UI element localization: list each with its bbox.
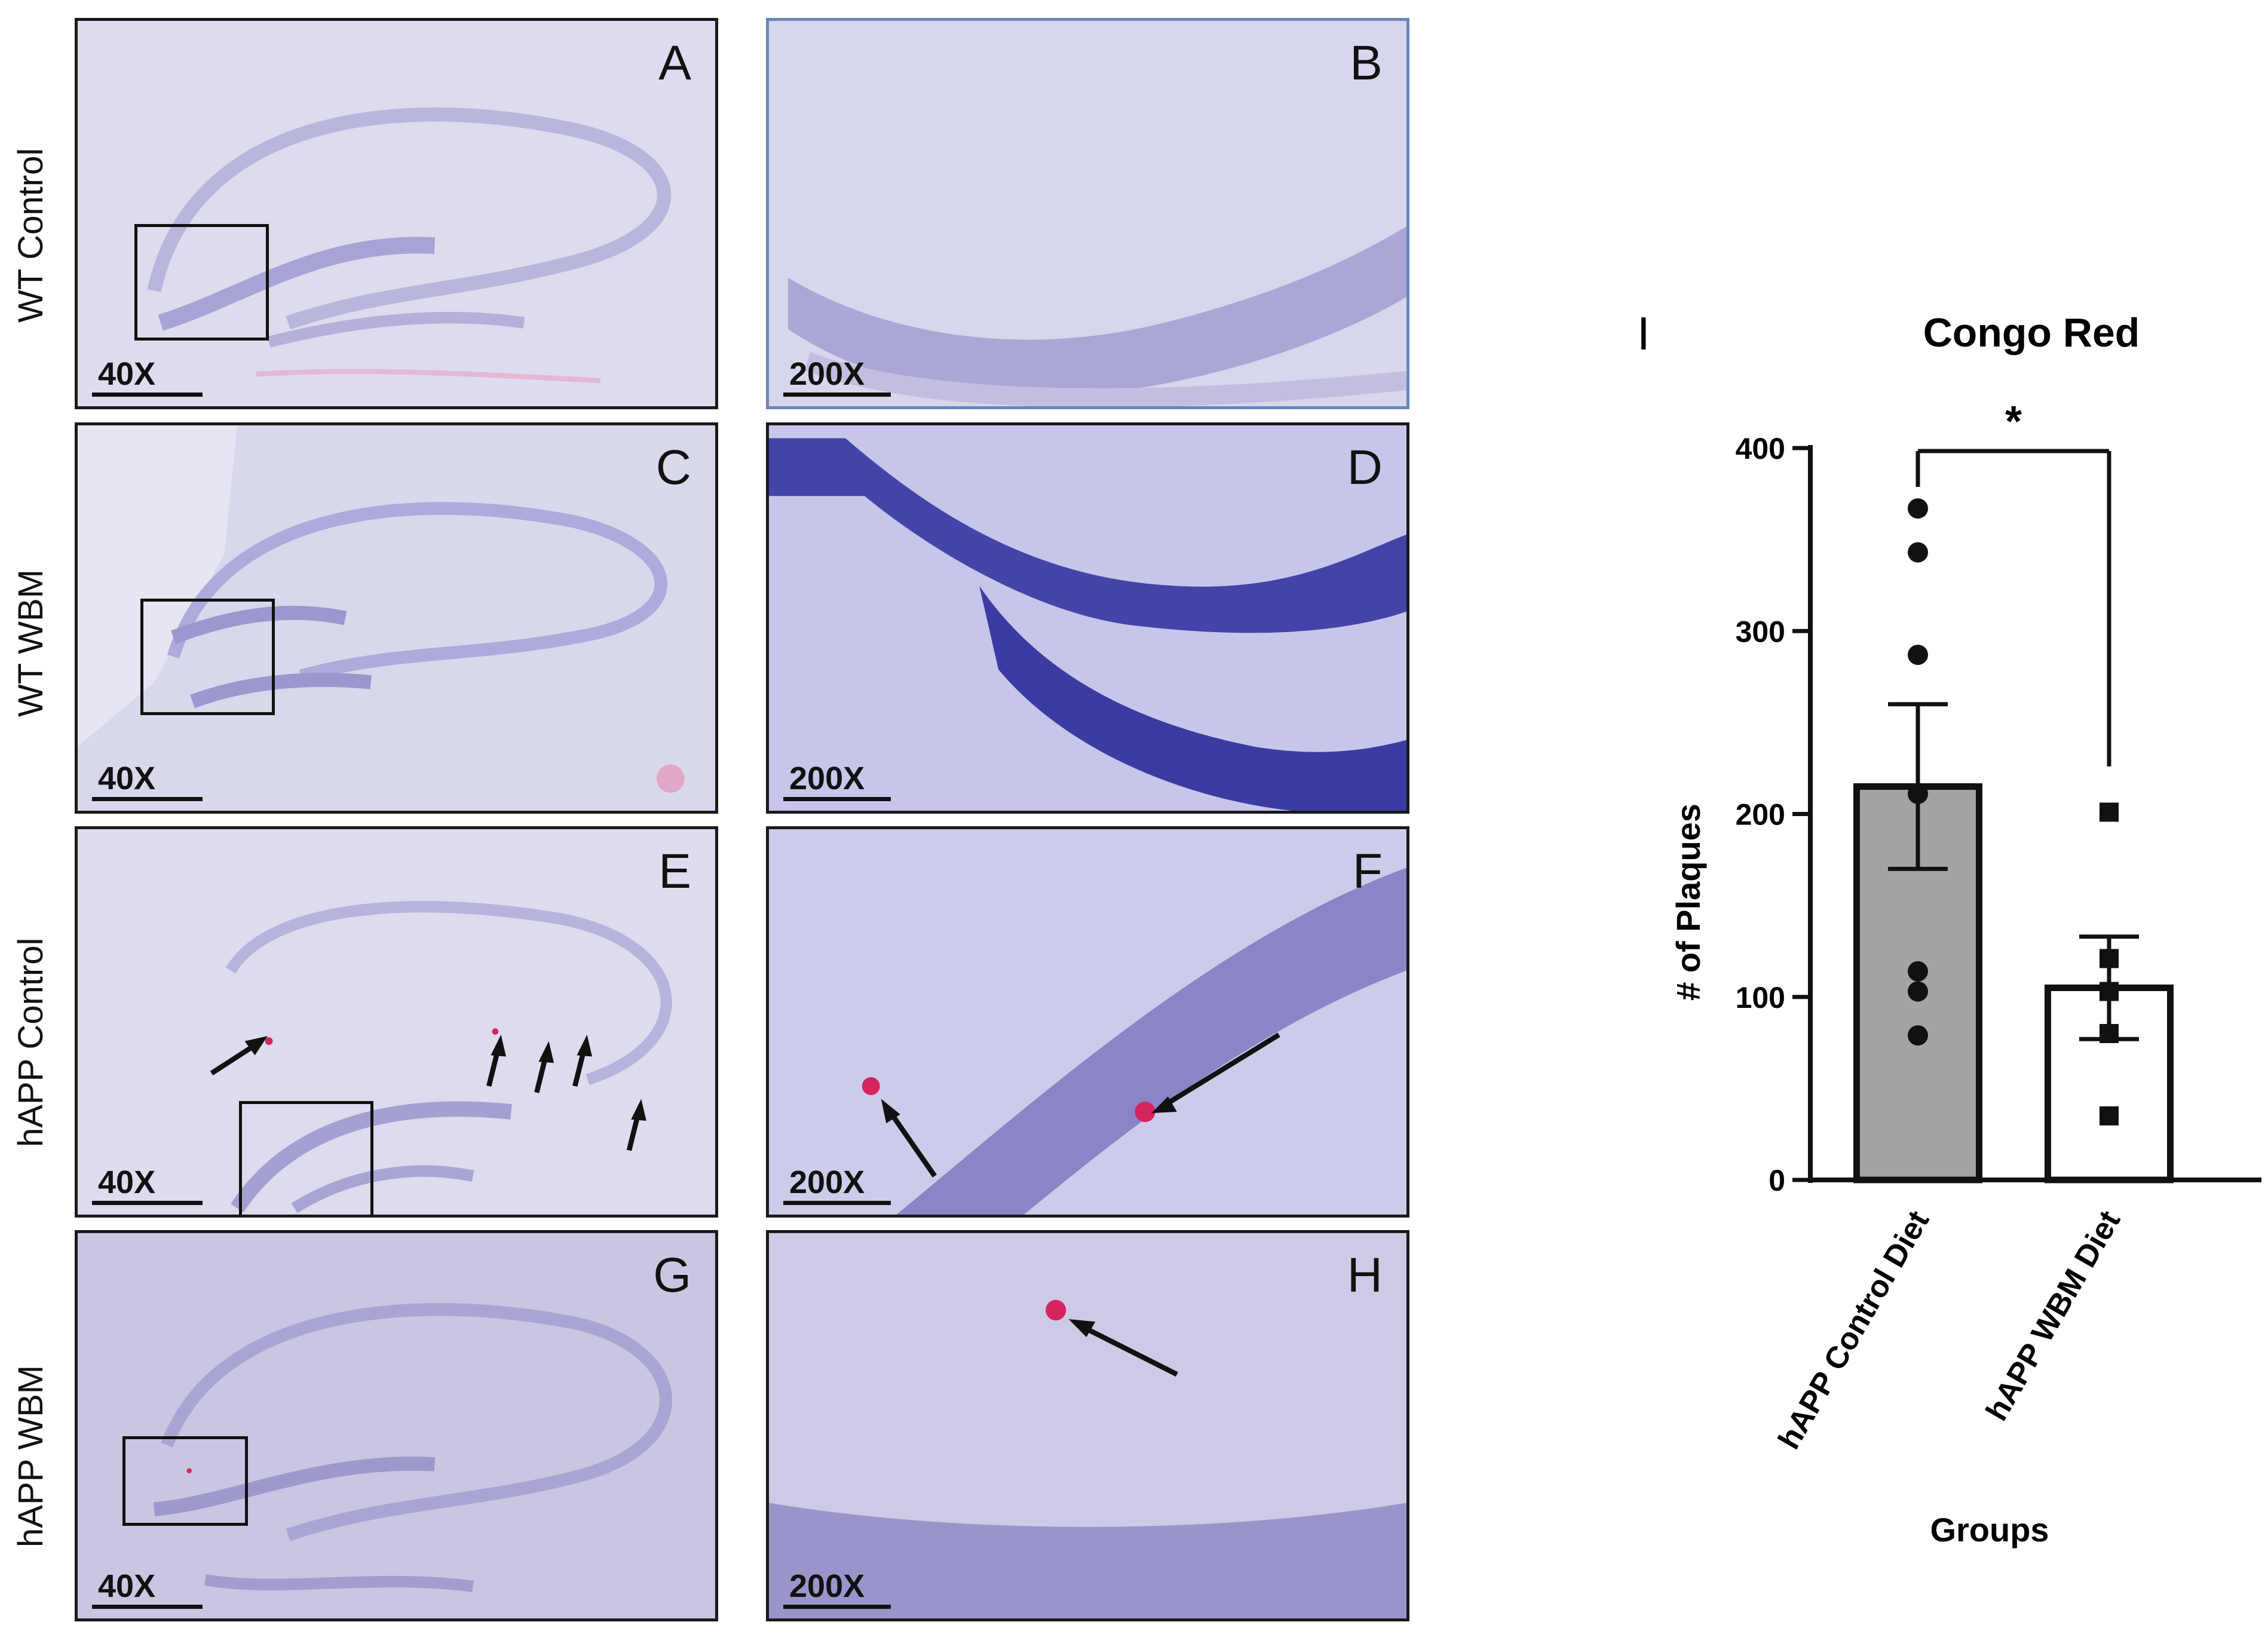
panel-letter: F: [1352, 844, 1383, 899]
panel-letter: D: [1347, 440, 1383, 495]
y-tick-label: 0: [1769, 1164, 1785, 1197]
row-label-wt-wbm: WT WBM: [11, 569, 50, 717]
data-point-1-0: [2100, 802, 2119, 822]
data-point-0-3: [1908, 783, 1928, 804]
scale-line: [92, 393, 203, 397]
panel-letter: E: [658, 844, 691, 899]
data-point-0-0: [1908, 498, 1928, 519]
panel-letter: A: [658, 36, 691, 90]
scale-label: 200X: [789, 1164, 865, 1200]
micrograph-panel-c: C 40X: [75, 422, 718, 814]
row-label-happ-control: hAPP Control: [11, 937, 50, 1147]
congo-red-bar-chart: I Congo Red # of Plaques Groups 0 100 200 3…: [1637, 307, 2261, 1549]
panel-letter-i: I: [1637, 307, 1650, 360]
y-axis-label: # of Plaques: [1669, 804, 1707, 1001]
scale-bar: 40X: [92, 1570, 203, 1609]
micrograph-panel-a: A 40X: [75, 18, 718, 409]
micrograph-panel-f: F 200X: [766, 826, 1409, 1218]
scale-bar: 40X: [92, 1166, 203, 1205]
data-point-0-1: [1908, 542, 1928, 563]
panel-letter: C: [655, 440, 691, 495]
y-tick-label: 100: [1736, 981, 1785, 1014]
panel-letter: B: [1350, 36, 1383, 90]
micrograph-panel-g: G 40X: [75, 1230, 718, 1621]
row-label-happ-wbm: hAPP WBM: [11, 1365, 50, 1547]
scale-label: 200X: [789, 1568, 865, 1604]
data-point-1-3: [2100, 1024, 2119, 1043]
scale-bar: 40X: [92, 358, 203, 397]
scale-bar: 40X: [92, 762, 203, 801]
scale-label: 40X: [98, 761, 156, 796]
y-tick-label: 200: [1736, 798, 1785, 832]
data-point-0-4: [1908, 961, 1928, 982]
scale-line: [783, 1605, 891, 1609]
panel-letter: G: [653, 1248, 691, 1302]
data-point-1-2: [2100, 982, 2119, 1001]
significance-marker: *: [2005, 398, 2022, 446]
scale-label: 40X: [98, 1568, 156, 1604]
zoom-inset-box: [122, 1436, 248, 1526]
scale-line: [92, 797, 203, 801]
data-point-0-6: [1908, 1025, 1928, 1046]
x-tick-label: hAPP WBM Diet: [1979, 1205, 2128, 1427]
scale-label: 200X: [789, 761, 865, 796]
x-tick-label: hAPP Control Diet: [1772, 1205, 1936, 1455]
scale-bar: 200X: [783, 762, 891, 801]
data-point-1-4: [2100, 1106, 2119, 1126]
micrograph-panel-d: D 200X: [766, 422, 1409, 814]
data-point-0-5: [1908, 981, 1928, 1002]
y-tick-label: 300: [1736, 615, 1785, 648]
micrograph-panel-b: B 200X: [766, 18, 1409, 409]
scale-label: 40X: [98, 1164, 156, 1200]
row-label-wt-control: WT Control: [11, 148, 50, 323]
scale-line: [783, 1201, 891, 1205]
zoom-inset-box: [239, 1101, 373, 1215]
x-axis-label: Groups: [1930, 1511, 2049, 1549]
zoom-inset-box: [140, 599, 275, 715]
chart-title: Congo Red: [1923, 310, 2140, 355]
scale-line: [92, 1201, 203, 1205]
zoom-inset-box: [134, 224, 269, 341]
y-tick-label: 400: [1736, 432, 1785, 465]
scale-bar: 200X: [783, 1570, 891, 1609]
scale-label: 200X: [789, 356, 865, 392]
plot-area: 0 100 200 300 400 hAPP Control Diet hAPP WBM D…: [1736, 398, 2261, 1455]
micrograph-panel-e: E 40X: [75, 826, 718, 1218]
panel-letter: H: [1347, 1248, 1383, 1302]
micrograph-panel-h: H 200X: [766, 1230, 1409, 1621]
scale-line: [783, 393, 891, 397]
scale-line: [783, 797, 891, 801]
scale-bar: 200X: [783, 358, 891, 397]
scale-line: [92, 1605, 203, 1609]
data-point-0-2: [1908, 645, 1928, 666]
data-point-1-1: [2100, 949, 2119, 968]
scale-label: 40X: [98, 356, 156, 392]
scale-bar: 200X: [783, 1166, 891, 1205]
